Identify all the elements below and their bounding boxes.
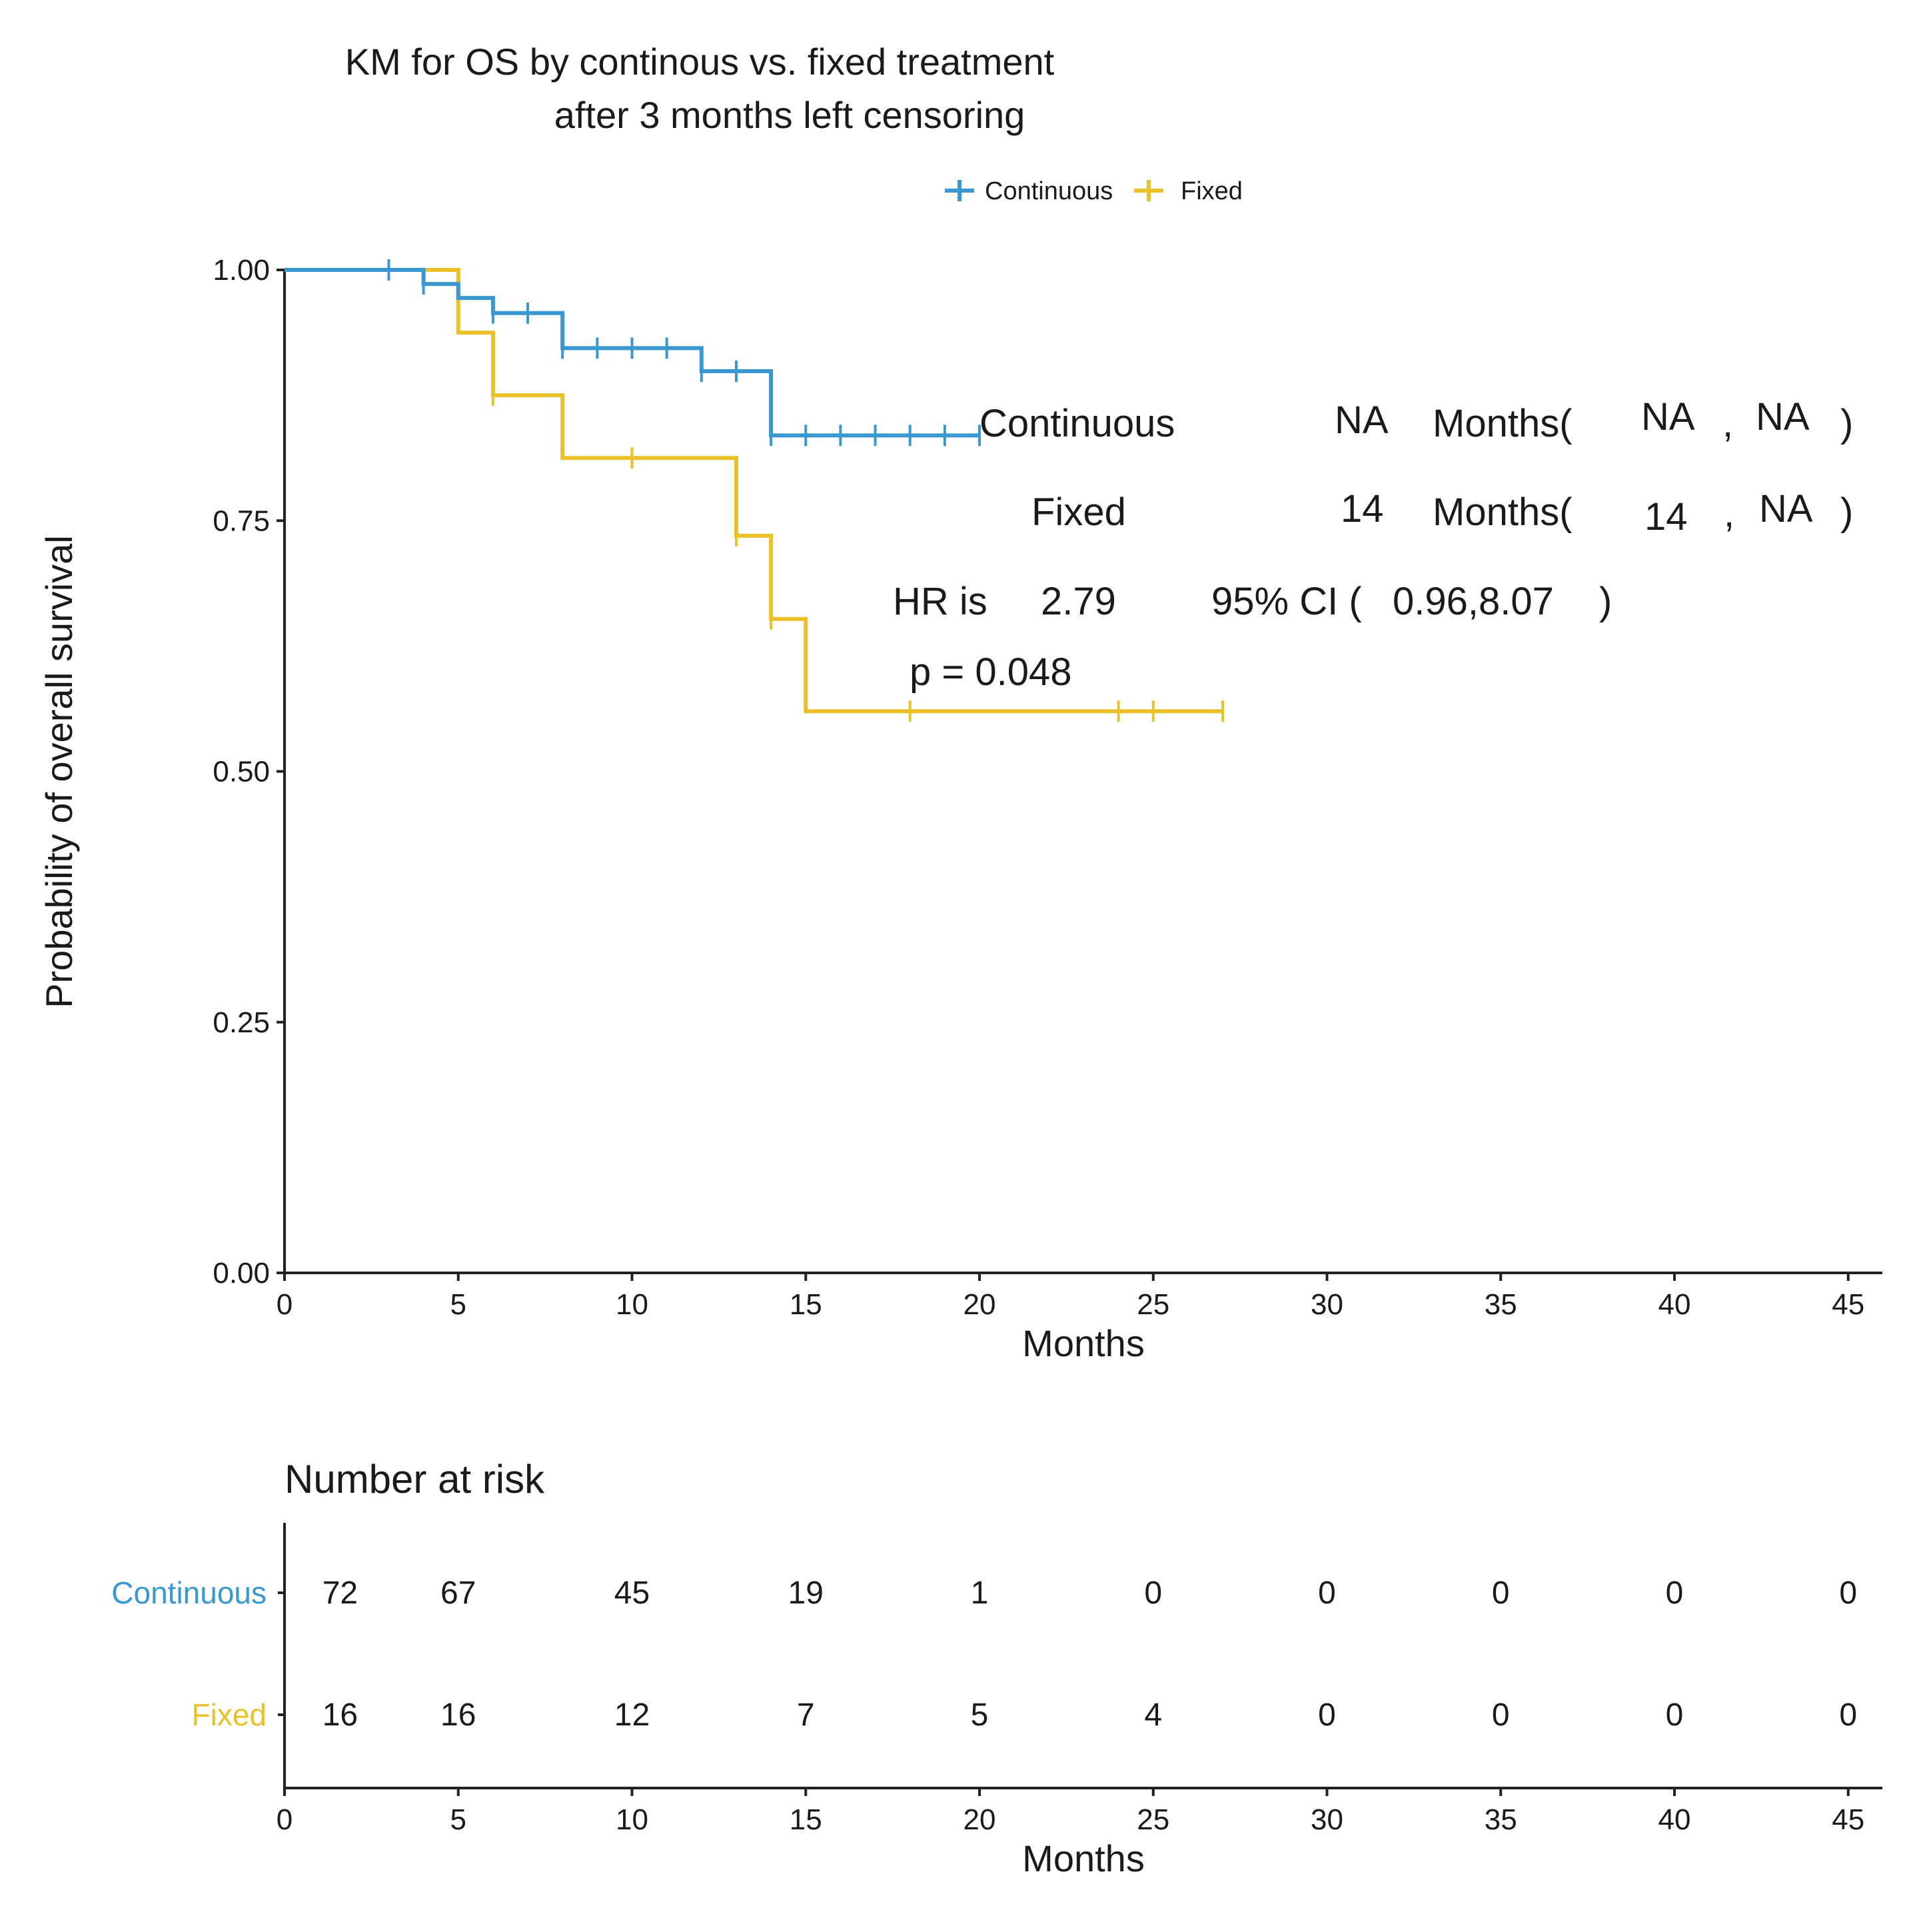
risk-table-axes <box>278 1523 1882 1789</box>
risk-x-tick-label: 25 <box>1137 1803 1169 1836</box>
anno-continuous-name: Continuous <box>979 402 1175 445</box>
anno-fixed-close: ) <box>1840 490 1853 534</box>
anno-hr-label: HR is <box>893 580 987 623</box>
risk-x-tick-label: 15 <box>790 1803 822 1836</box>
risk-table-values: 72 67 45 19 1 0 0 0 0 0 16 16 12 7 5 4 0 0 0 0 <box>322 1575 1857 1733</box>
anno-fixed-hi: NA <box>1759 487 1813 530</box>
y-tick-label: 1.00 <box>213 254 270 287</box>
anno-p-value: p = 0.048 <box>910 650 1072 694</box>
x-tick-label: 0 <box>277 1288 293 1321</box>
risk-value-continuous: 72 <box>322 1575 358 1611</box>
risk-x-axis-ticks: 0 5 10 15 20 25 30 35 40 45 <box>277 1788 1864 1836</box>
risk-value-fixed: 16 <box>322 1697 358 1733</box>
legend-continuous-label: Continuous <box>985 177 1113 205</box>
risk-x-tick-label: 5 <box>450 1803 466 1836</box>
risk-value-fixed: 5 <box>971 1697 989 1733</box>
risk-value-continuous: 0 <box>1144 1575 1162 1611</box>
anno-hr-value: 2.79 <box>1041 580 1116 623</box>
risk-value-fixed: 0 <box>1492 1697 1510 1733</box>
risk-value-continuous: 0 <box>1318 1575 1336 1611</box>
risk-value-fixed: 7 <box>797 1697 815 1733</box>
risk-value-fixed: 16 <box>440 1697 476 1733</box>
anno-continuous-sep: , <box>1722 402 1733 445</box>
risk-value-fixed: 0 <box>1318 1697 1336 1733</box>
anno-continuous-lo: NA <box>1641 395 1695 439</box>
anno-fixed-lo: 14 <box>1644 495 1688 538</box>
risk-x-tick-label: 35 <box>1485 1803 1517 1836</box>
y-axis-title: Probability of overall survival <box>38 535 80 1008</box>
risk-value-fixed: 0 <box>1839 1697 1857 1733</box>
median-annotations: Continuous NA Months( NA , NA ) Fixed 14… <box>893 395 1853 694</box>
anno-fixed-name: Fixed <box>1031 490 1126 534</box>
y-tick-label: 0.25 <box>213 1006 270 1039</box>
risk-value-continuous: 0 <box>1839 1575 1857 1611</box>
anno-ci-close: ) <box>1599 580 1612 623</box>
x-tick-label: 20 <box>963 1288 996 1321</box>
anno-continuous-close: ) <box>1840 402 1853 445</box>
risk-value-continuous: 45 <box>614 1575 650 1611</box>
risk-x-tick-label: 45 <box>1832 1803 1864 1836</box>
risk-x-tick-label: 40 <box>1658 1803 1691 1836</box>
x-axis-ticks: 0 5 10 15 20 25 30 35 40 45 <box>277 1273 1864 1321</box>
x-axis-title: Months <box>1022 1322 1145 1364</box>
y-tick-label: 0.75 <box>213 504 270 537</box>
anno-continuous-unit: Months( <box>1433 402 1573 445</box>
x-tick-label: 15 <box>790 1288 822 1321</box>
risk-value-continuous: 0 <box>1492 1575 1510 1611</box>
risk-value-fixed: 0 <box>1666 1697 1684 1733</box>
anno-continuous-median: NA <box>1335 399 1389 442</box>
risk-x-tick-label: 10 <box>616 1803 648 1836</box>
legend-fixed-label: Fixed <box>1181 177 1243 205</box>
x-tick-label: 40 <box>1658 1288 1691 1321</box>
risk-row-name-fixed: Fixed <box>192 1697 267 1732</box>
risk-x-tick-label: 30 <box>1311 1803 1343 1836</box>
risk-value-fixed: 4 <box>1144 1697 1162 1733</box>
x-tick-label: 5 <box>450 1288 466 1321</box>
x-tick-label: 30 <box>1311 1288 1343 1321</box>
risk-value-continuous: 67 <box>440 1575 476 1611</box>
risk-x-tick-label: 0 <box>277 1803 293 1836</box>
risk-x-tick-label: 20 <box>963 1803 996 1836</box>
y-tick-label: 0.00 <box>213 1257 270 1290</box>
risk-row-name-continuous: Continuous <box>111 1575 267 1610</box>
anno-continuous-hi: NA <box>1756 395 1810 439</box>
risk-x-axis-title: Months <box>1022 1837 1145 1879</box>
anno-ci-label: 95% CI ( <box>1211 580 1362 623</box>
x-tick-label: 45 <box>1832 1288 1864 1321</box>
risk-value-continuous: 19 <box>788 1575 824 1611</box>
x-tick-label: 35 <box>1485 1288 1517 1321</box>
legend: Continuous Fixed <box>945 177 1243 205</box>
risk-value-continuous: 0 <box>1666 1575 1684 1611</box>
anno-fixed-sep: , <box>1724 492 1734 535</box>
y-axis-ticks: 0.00 0.25 0.50 0.75 1.00 <box>213 254 285 1290</box>
chart-title-line-2: after 3 months left censoring <box>554 94 1025 136</box>
anno-fixed-median: 14 <box>1341 487 1384 530</box>
y-tick-label: 0.50 <box>213 756 270 788</box>
risk-value-fixed: 12 <box>614 1697 650 1733</box>
x-tick-label: 25 <box>1137 1288 1169 1321</box>
survival-curves <box>285 259 1225 722</box>
anno-ci-values: 0.96,8.07 <box>1393 580 1554 623</box>
chart-title-line-1: KM for OS by continous vs. fixed treatme… <box>345 41 1055 83</box>
x-tick-label: 10 <box>616 1288 648 1321</box>
risk-value-continuous: 1 <box>971 1575 989 1611</box>
risk-table-title: Number at risk <box>285 1457 545 1501</box>
curve-fixed <box>285 268 1223 714</box>
anno-fixed-unit: Months( <box>1433 490 1573 534</box>
